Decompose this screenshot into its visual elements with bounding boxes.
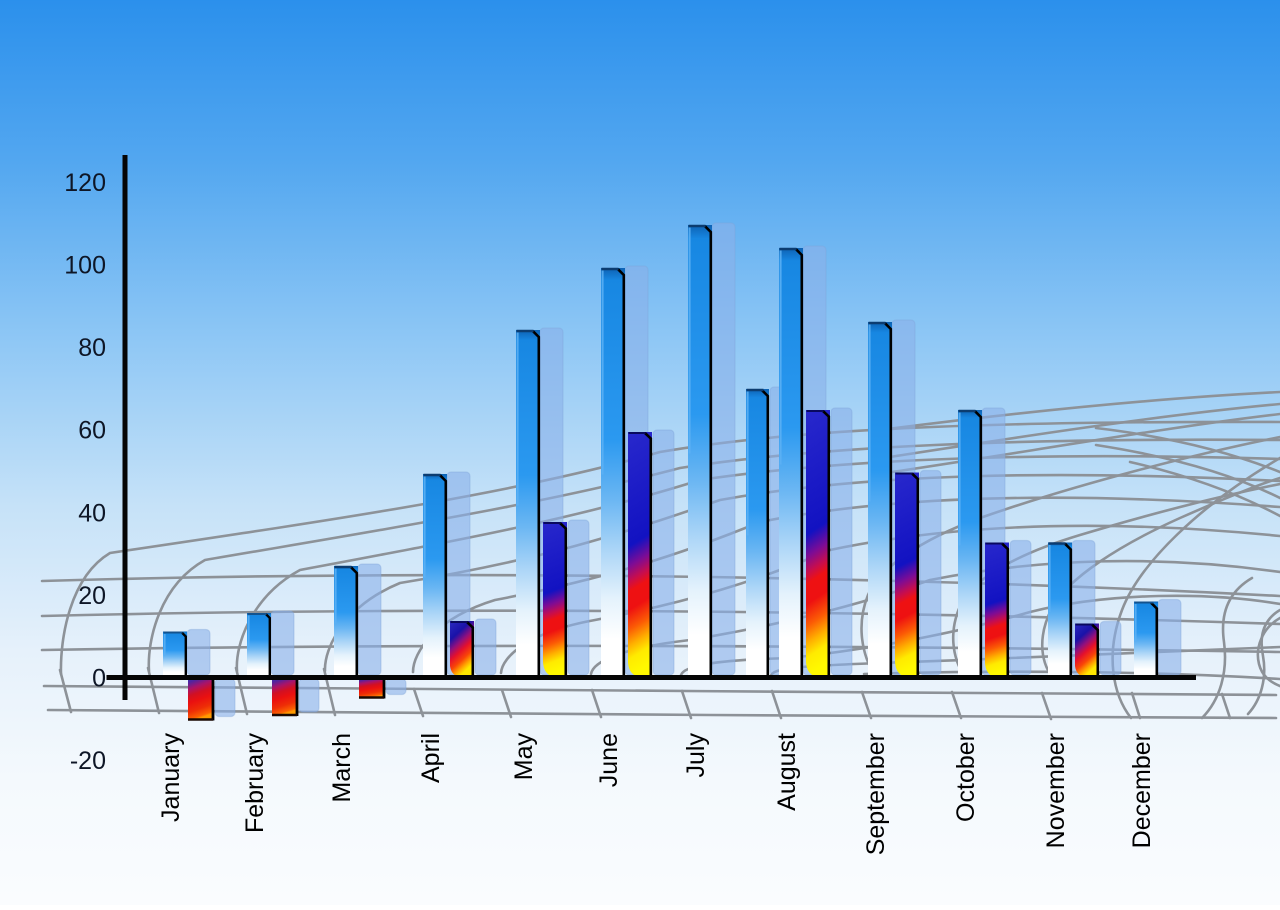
svg-text:December: December — [1128, 733, 1156, 848]
svg-text:120: 120 — [64, 169, 106, 197]
svg-text:April: April — [417, 733, 445, 783]
svg-text:November: November — [1042, 733, 1070, 848]
svg-text:August: August — [773, 733, 801, 811]
svg-text:0: 0 — [92, 664, 106, 692]
svg-text:-20: -20 — [70, 747, 106, 775]
svg-text:100: 100 — [64, 252, 106, 280]
svg-text:January: January — [157, 733, 185, 822]
svg-text:80: 80 — [78, 334, 106, 362]
svg-text:40: 40 — [78, 499, 106, 527]
svg-text:March: March — [328, 733, 356, 802]
svg-text:September: September — [862, 733, 890, 855]
svg-text:October: October — [952, 733, 980, 822]
svg-text:February: February — [241, 733, 269, 834]
svg-text:20: 20 — [78, 582, 106, 610]
svg-text:July: July — [682, 733, 710, 778]
svg-text:June: June — [595, 733, 623, 787]
svg-text:60: 60 — [78, 417, 106, 445]
svg-text:May: May — [510, 733, 538, 781]
